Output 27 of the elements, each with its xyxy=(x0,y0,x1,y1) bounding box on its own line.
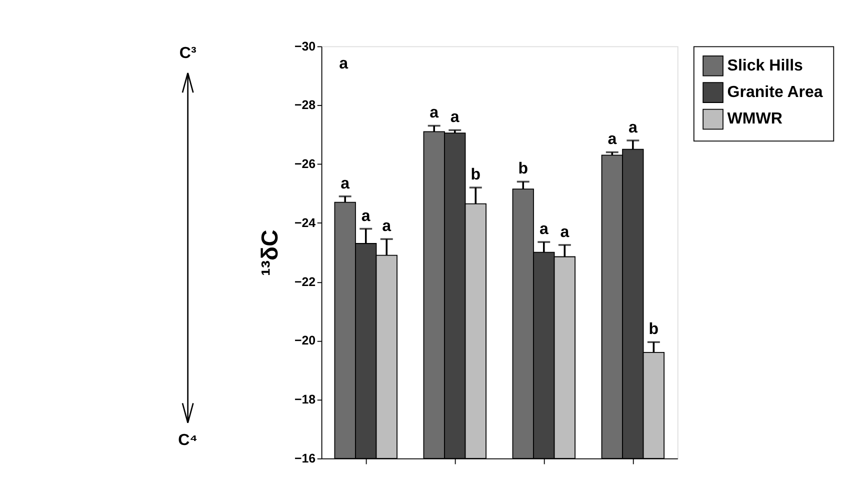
data-label: b xyxy=(470,166,481,184)
annotation: a xyxy=(339,54,350,73)
y-tick-label: −26 xyxy=(294,157,316,172)
y-tick-label: −30 xyxy=(294,39,316,54)
data-label: a xyxy=(430,104,440,122)
y-axis-title: ¹³δC xyxy=(256,229,283,276)
y-tick-label: −28 xyxy=(294,98,316,112)
y-tick-label: −20 xyxy=(294,334,316,348)
data-label: a xyxy=(628,118,638,136)
y-tick-label: −18 xyxy=(294,392,316,407)
data-label: a xyxy=(539,220,550,238)
data-label: b xyxy=(518,160,528,178)
legend-label: Granite Area xyxy=(727,83,824,101)
y-tick-label: −24 xyxy=(294,216,316,230)
data-label: b xyxy=(648,320,659,338)
text: C³ xyxy=(179,44,196,62)
data-label: a xyxy=(560,222,570,241)
y-tick-label: −22 xyxy=(294,274,316,289)
data-label: a xyxy=(340,174,351,192)
y-tick-label: −16 xyxy=(294,451,316,466)
text: C⁴ xyxy=(178,431,198,450)
data-label: a xyxy=(608,130,618,148)
legend-label: Slick Hills xyxy=(727,56,804,74)
data-label: a xyxy=(361,206,372,225)
legend-label: WMWR xyxy=(727,110,783,128)
data-label: a xyxy=(382,217,392,236)
data-label: a xyxy=(450,108,460,126)
